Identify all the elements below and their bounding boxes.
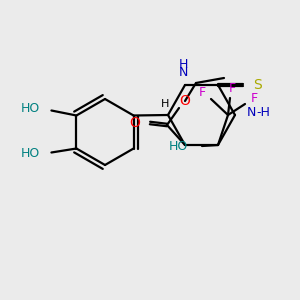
Text: -H: -H	[256, 106, 270, 119]
Text: F: F	[198, 86, 206, 100]
Text: O: O	[180, 94, 190, 108]
Text: HO: HO	[21, 102, 40, 115]
Text: H: H	[161, 99, 169, 109]
Text: O: O	[129, 116, 140, 130]
Text: H: H	[178, 58, 188, 70]
Text: F: F	[228, 82, 236, 94]
Text: F: F	[250, 92, 258, 106]
Text: HO: HO	[21, 147, 40, 160]
Text: S: S	[253, 78, 262, 92]
Text: HO: HO	[169, 140, 188, 154]
Text: N: N	[247, 106, 256, 119]
Text: N: N	[178, 67, 188, 80]
